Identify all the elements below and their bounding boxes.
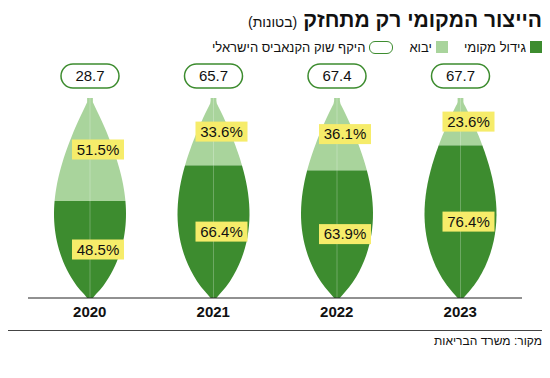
- svg-text:36.1%: 36.1%: [324, 125, 367, 142]
- svg-text:67.4: 67.4: [322, 67, 351, 84]
- svg-text:28.7: 28.7: [75, 67, 104, 84]
- svg-text:33.6%: 33.6%: [200, 123, 243, 140]
- svg-text:23.6%: 23.6%: [447, 113, 490, 130]
- html-text:גידול מקומי: גידול מקומי: [463, 39, 526, 55]
- svg-text:51.5%: 51.5%: [77, 141, 120, 158]
- svg-text:48.5%: 48.5%: [77, 241, 120, 258]
- svg-text:65.7: 65.7: [199, 67, 228, 84]
- svg-text:2023: 2023: [444, 303, 477, 320]
- svg-text:63.9%: 63.9%: [324, 225, 367, 242]
- svg-text:76.4%: 76.4%: [447, 213, 490, 230]
- svg-text:66.4%: 66.4%: [200, 223, 243, 240]
- svg-text:2022: 2022: [320, 303, 353, 320]
- svg-text:67.7: 67.7: [446, 67, 475, 84]
- html-text:היקף שוק הקנאביס הישראלי: היקף שוק הקנאביס הישראלי: [211, 39, 366, 55]
- html-text:הייצור המקומי רק מתחזק: הייצור המקומי רק מתחזק: [303, 8, 542, 31]
- html-text:מקור: משרד הבריאות: מקור: משרד הבריאות: [434, 334, 542, 348]
- html-text:יבוא: יבוא: [409, 39, 432, 55]
- html-text:(בטונות): (בטונות): [248, 14, 298, 30]
- svg-text:2021: 2021: [197, 303, 230, 320]
- svg-text:2020: 2020: [73, 303, 106, 320]
